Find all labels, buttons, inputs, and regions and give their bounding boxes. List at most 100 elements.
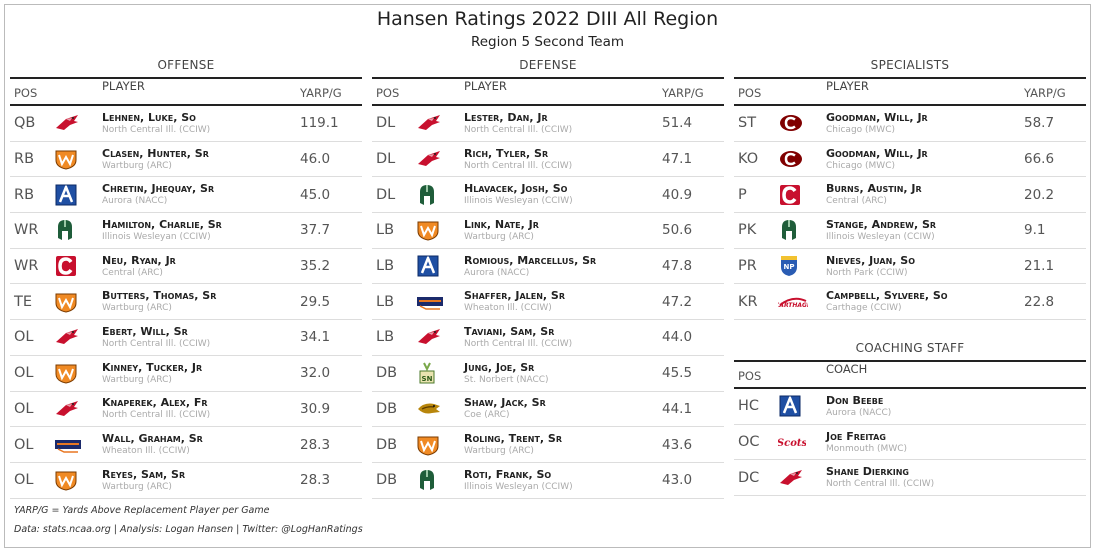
position-cell: TE [14,293,33,310]
carthage-icon: CARTHAGE [776,295,826,309]
yarp-value: 40.9 [662,186,693,203]
table-row: PR NP Nieves, Juan, So North Park (CCIW) 21.… [734,249,1086,285]
position-cell: HC [738,398,760,415]
coaching-header: POS COACH [734,360,1086,389]
player-cell: Roti, Frank, So Illinois Wesleyan (CCIW) [464,468,662,493]
player-name: Ebert, Will, Sr [102,324,188,338]
position-cell: OL [14,365,34,382]
table-row: DB Shaw, Jack, Sr Coe (ARC) 44.1 [372,392,724,428]
yarp-value: 45.0 [300,186,331,203]
table-row: DB Roti, Frank, So Illinois Wesleyan (CCIW… [372,463,724,499]
team-name: Aurora (NACC) [464,267,530,278]
yarp-value: 28.3 [300,472,331,489]
table-row: KR CARTHAGE Campbell, Sylvere, SoCarthage … [734,284,1086,321]
yarp-value: 34.1 [300,329,331,346]
cardinal-icon [52,327,102,347]
team-name: Illinois Wesleyan (CCIW) [826,231,935,242]
table-row: HC Don Beebe Aurora (NACC) [734,389,1086,425]
table-row: TE Butters, Thomas, Sr Wartburg (ARC) 29.5 [10,284,362,321]
yarp-header: YARP/G [300,86,342,100]
table-row: OC Scots Joe Freitag Monmouth (MWC) [734,425,1086,461]
table-row: KO Goodman, Will, Jr Chicago (MWC) 66.6 [734,142,1086,178]
player-cell: Ebert, Will, Sr North Central Ill. (CCIW) [102,325,300,350]
player-header: PLAYER [464,79,507,93]
player-cell: Knaperek, Alex, Fr North Central Ill. (CC… [102,396,300,421]
position-cell: DB [376,365,398,382]
coaching-title: COACHING STAFF [855,341,965,355]
table-row: LB Shaffer, Jalen, Sr Wheaton Ill. (CCIW) 4… [372,284,724,321]
player-name: Lehnen, Luke, So [102,110,196,124]
cardinal-icon [414,149,464,169]
team-name: North Central Ill. (CCIW) [464,338,573,349]
svg-text:CARTHAGE: CARTHAGE [778,302,808,309]
position-cell: QB [14,115,36,132]
player-name: Wall, Graham, Sr [102,432,203,446]
yarp-value: 58.7 [1024,115,1055,132]
yarp-value: 66.6 [1024,151,1055,168]
table-row: DL Rich, Tyler, Sr North Central Ill. (CCI… [372,142,724,178]
aurora-a-icon [414,254,464,278]
player-name: Stange, Andrew, Sr [826,217,937,231]
team-name: North Central Ill. (CCIW) [464,124,573,135]
yarp-value: 9.1 [1024,222,1046,239]
player-cell: Butters, Thomas, Sr Wartburg (ARC) [102,289,300,314]
player-name: Roti, Frank, So [464,467,552,481]
specialists-section: SPECIALISTS POS PLAYER YARP/G ST Goodman,… [734,57,1086,321]
player-header: PLAYER [826,79,869,93]
chicago-c-icon [776,113,826,133]
table-row: WR Neu, Ryan, Jr Central (ARC) 35.2 [10,249,362,285]
defense-section: DEFENSE POS PLAYER YARP/G DL Lester, Dan,… [372,57,724,499]
player-name: Chretin, Jhequay, Sr [102,182,215,196]
table-row: DL Lester, Dan, Jr North Central Ill. (CCI… [372,106,724,142]
yarp-value: 29.5 [300,293,331,310]
yarp-value: 50.6 [662,222,693,239]
player-name: Link, Nate, Jr [464,217,539,231]
player-name: Hamilton, Charlie, Sr [102,217,222,231]
defense-header: POS PLAYER YARP/G [372,77,724,106]
titan-helmet-icon [414,183,464,207]
team-name: Chicago (MWC) [826,160,896,171]
player-name: Shaw, Jack, Sr [464,396,546,410]
player-name: Lester, Dan, Jr [464,110,548,124]
coach-cell: Don Beebe Aurora (NACC) [826,394,1086,419]
player-name: Shaffer, Jalen, Sr [464,289,566,303]
team-name: Wartburg (ARC) [102,481,172,492]
yarp-value: 46.0 [300,151,331,168]
table-row: OL Wall, Graham, Sr Wheaton Ill. (CCIW) 28.… [10,427,362,463]
position-cell: OL [14,436,34,453]
aurora-a-icon [776,394,826,418]
position-cell: PK [738,222,757,239]
position-cell: WR [14,258,39,275]
yarp-value: 43.0 [662,472,693,489]
position-cell: OL [14,400,34,417]
table-row: ST Goodman, Will, Jr Chicago (MWC) 58.7 [734,106,1086,142]
monmouth-scots-icon: Scots [776,435,826,449]
yarp-value: 30.9 [300,400,331,417]
team-name: Wartburg (ARC) [464,231,534,242]
player-cell: Burns, Austin, Jr Central (ARC) [826,182,1024,207]
player-cell: Shaffer, Jalen, Sr Wheaton Ill. (CCIW) [464,289,662,314]
player-cell: Goodman, Will, Jr Chicago (MWC) [826,147,1024,172]
player-cell: Jung, Joe, Sr St. Norbert (NACC) [464,361,662,386]
player-cell: Taviani, Sam, Sr North Central Ill. (CCIW… [464,325,662,350]
player-name: Goodman, Will, Jr [826,110,928,124]
position-cell: P [738,186,747,203]
position-cell: PR [738,258,757,275]
cardinal-icon [52,399,102,419]
position-cell: WR [14,222,39,239]
wheaton-thunder-icon [414,294,464,310]
offense-header: POS PLAYER YARP/G [10,77,362,106]
player-cell: Roling, Trent, Sr Wartburg (ARC) [464,432,662,457]
specialists-title: SPECIALISTS [870,58,950,72]
table-row: DB Roling, Trent, Sr Wartburg (ARC) 43.6 [372,427,724,463]
table-row: LB Taviani, Sam, Sr North Central Ill. (CC… [372,320,724,356]
yarp-value: 32.0 [300,365,331,382]
svg-text:NP: NP [784,263,795,271]
yarp-value: 44.1 [662,400,693,417]
table-row: OL Reyes, Sam, Sr Wartburg (ARC) 28.3 [10,463,362,499]
north-park-shield-icon: NP [776,254,826,278]
player-cell: Hlavacek, Josh, So Illinois Wesleyan (CCI… [464,182,662,207]
wheaton-thunder-icon [52,437,102,453]
player-name: Romious, Marcellus, Sr [464,253,597,267]
yarp-value: 37.7 [300,222,331,239]
